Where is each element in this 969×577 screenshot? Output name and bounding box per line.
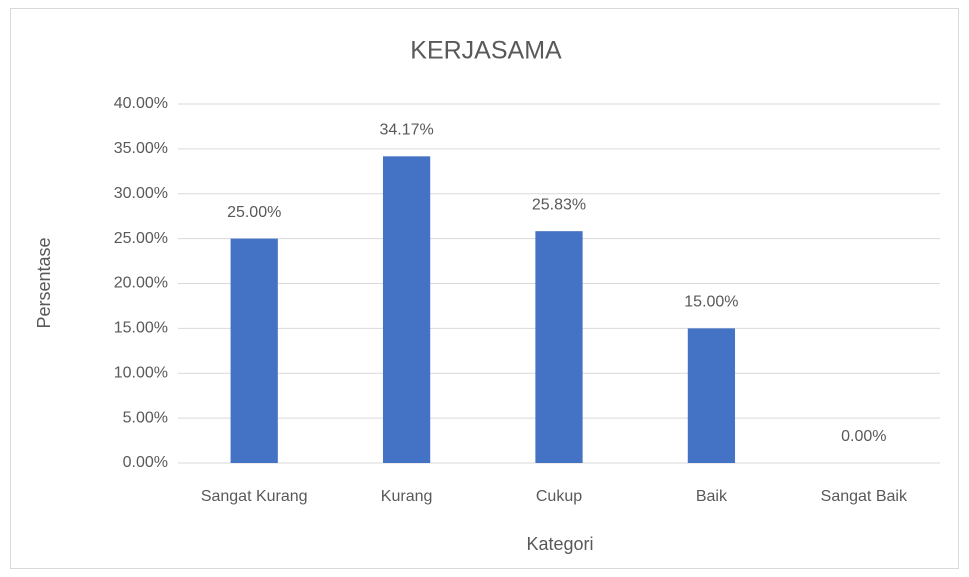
x-tick-label: Kurang — [381, 488, 433, 505]
data-label: 34.17% — [379, 122, 433, 139]
y-tick-label: 25.00% — [114, 230, 168, 247]
data-label: 25.00% — [227, 204, 281, 221]
chart-title: KERJASAMA — [410, 37, 562, 65]
x-tick-label: Baik — [696, 488, 728, 505]
y-axis-label: Persentase — [34, 237, 54, 328]
y-tick-label: 35.00% — [114, 140, 168, 157]
data-label: 0.00% — [841, 428, 886, 445]
x-tick-label: Sangat Kurang — [201, 488, 308, 505]
x-tick-label: Sangat Baik — [821, 488, 908, 505]
chart-border — [10, 8, 959, 569]
bar — [535, 231, 583, 463]
y-tick-label: 15.00% — [114, 320, 168, 337]
x-axis-label: Kategori — [526, 534, 593, 554]
bar — [687, 328, 736, 463]
y-tick-label: 40.00% — [114, 95, 168, 112]
y-tick-label: 10.00% — [114, 364, 168, 381]
bar — [230, 238, 278, 463]
data-label: 25.83% — [532, 196, 586, 213]
y-tick-label: 30.00% — [114, 185, 168, 202]
bar — [382, 156, 431, 463]
x-tick-label: Cukup — [536, 488, 582, 505]
y-tick-label: 5.00% — [123, 409, 168, 426]
y-tick-label: 0.00% — [123, 454, 168, 471]
y-tick-label: 20.00% — [114, 275, 168, 292]
data-label: 15.00% — [684, 294, 738, 311]
